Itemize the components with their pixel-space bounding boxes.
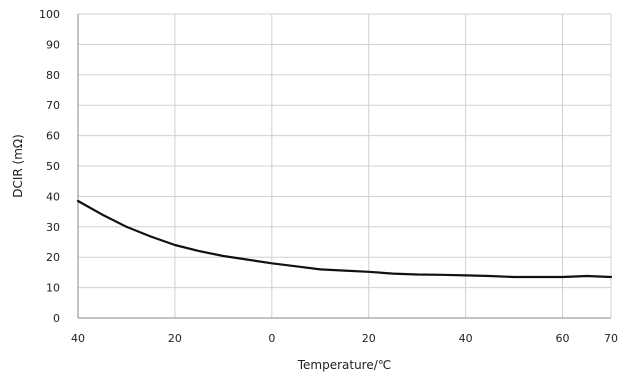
y-tick-label: 100 — [39, 8, 60, 21]
axes — [77, 14, 611, 319]
x-tick-label: 70 — [604, 332, 618, 345]
y-tick-label: 0 — [53, 312, 60, 325]
x-tick-label: 60 — [556, 332, 570, 345]
y-tick-label: 50 — [46, 160, 60, 173]
y-tick-label: 90 — [46, 38, 60, 51]
x-tick-label: 0 — [268, 332, 275, 345]
y-tick-label: 20 — [46, 251, 60, 264]
y-tick-labels: 0 10 20 30 40 50 60 70 80 90 100 — [39, 8, 60, 325]
x-tick-label: 20 — [168, 332, 182, 345]
y-axis-title: DCIR (mΩ) — [11, 134, 25, 198]
x-tick-label: 20 — [362, 332, 376, 345]
y-tick-label: 40 — [46, 190, 60, 203]
x-tick-label: 40 — [459, 332, 473, 345]
y-tick-label: 70 — [46, 99, 60, 112]
series-layer — [76, 199, 613, 279]
x-axis-title: Temperature/℃ — [297, 358, 392, 372]
dcir-series-line — [76, 199, 613, 279]
x-tick-labels: 40 20 0 20 40 60 70 — [71, 332, 618, 345]
y-tick-label: 80 — [46, 69, 60, 82]
y-tick-label: 30 — [46, 221, 60, 234]
gridlines — [78, 13, 612, 318]
x-tick-label: 40 — [71, 332, 85, 345]
y-tick-label: 10 — [46, 282, 60, 295]
y-tick-label: 60 — [46, 130, 60, 143]
